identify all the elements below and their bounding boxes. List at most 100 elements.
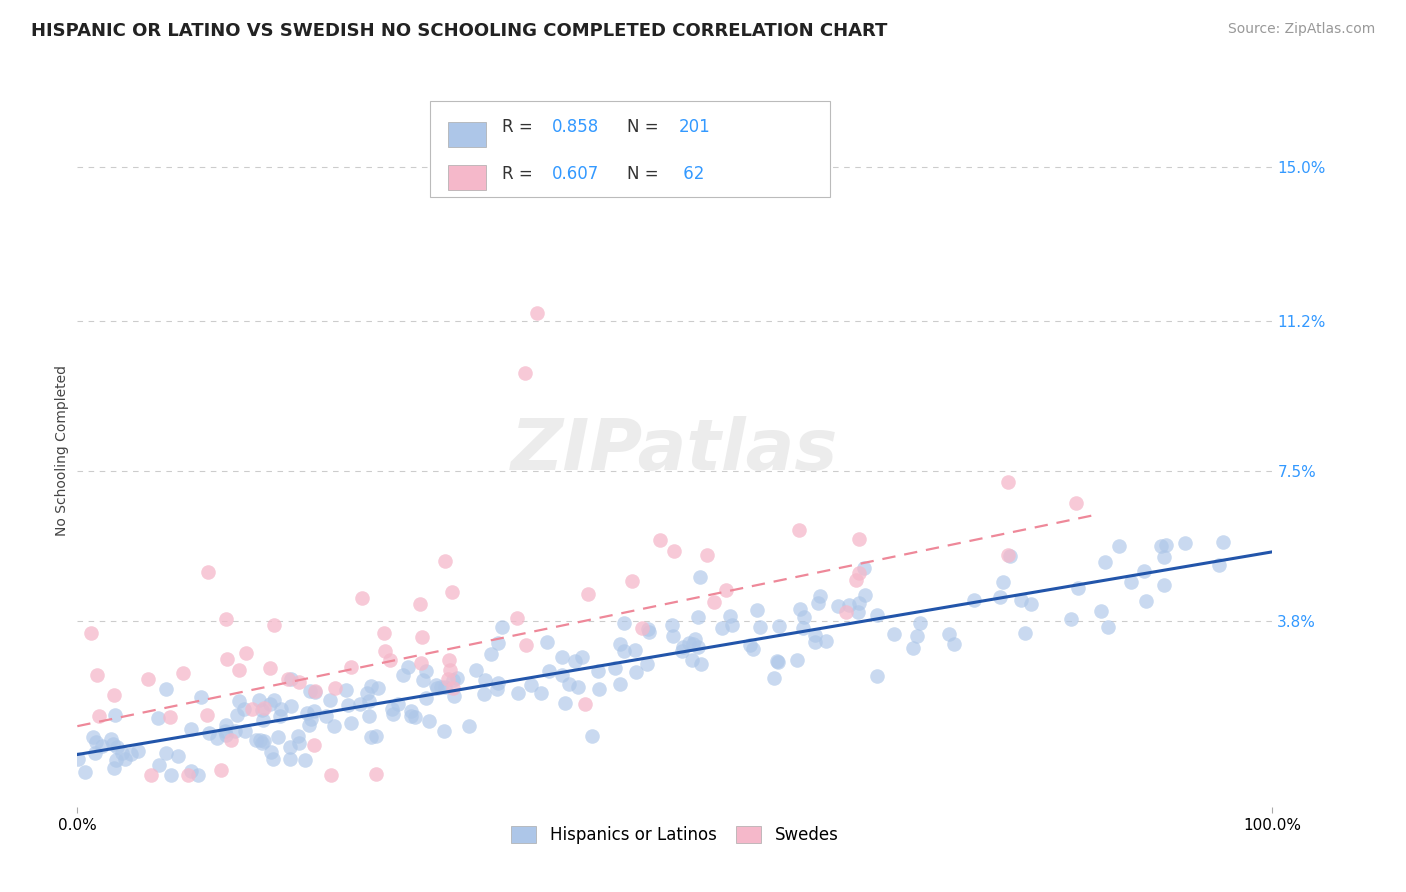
Point <box>443 689 465 703</box>
Point <box>688 640 710 654</box>
Point <box>267 730 290 744</box>
Point <box>82 731 104 745</box>
Point <box>245 732 267 747</box>
Point <box>623 643 645 657</box>
Point <box>538 664 561 678</box>
Point <box>159 709 181 723</box>
Point <box>103 688 125 702</box>
Text: R =: R = <box>502 119 537 136</box>
Point <box>792 621 814 635</box>
Point <box>299 712 322 726</box>
Point <box>298 717 321 731</box>
Point <box>745 603 768 617</box>
Point <box>197 726 219 740</box>
Text: R =: R = <box>502 165 537 183</box>
Point <box>252 713 274 727</box>
Point <box>766 655 789 669</box>
Point <box>253 734 276 748</box>
Point <box>1090 604 1112 618</box>
Point <box>73 765 96 780</box>
Point <box>262 752 284 766</box>
Bar <box>449 165 486 190</box>
Point <box>905 629 928 643</box>
Point <box>793 610 815 624</box>
Point <box>515 638 537 652</box>
Point <box>441 673 464 687</box>
Point <box>364 729 387 743</box>
Point <box>177 768 200 782</box>
Point <box>87 709 110 723</box>
Point <box>749 620 772 634</box>
Point <box>962 593 984 607</box>
Point <box>259 697 281 711</box>
Point <box>280 672 302 686</box>
Point <box>664 544 686 558</box>
Point <box>111 747 134 761</box>
Point <box>323 681 346 696</box>
Point <box>804 635 827 649</box>
Point <box>567 680 589 694</box>
Point <box>214 724 236 739</box>
Point <box>554 696 576 710</box>
Point <box>280 698 302 713</box>
Point <box>576 587 599 601</box>
Point <box>603 660 626 674</box>
Point <box>404 710 426 724</box>
Point <box>689 570 711 584</box>
Point <box>288 675 311 690</box>
Point <box>1154 538 1177 552</box>
Point <box>648 533 671 548</box>
Point <box>434 681 457 695</box>
Point <box>378 653 401 667</box>
Point <box>356 686 378 700</box>
Point <box>100 731 122 746</box>
Point <box>425 678 447 692</box>
Point <box>848 596 870 610</box>
Point <box>434 554 457 568</box>
Point <box>437 672 460 686</box>
Point <box>609 677 631 691</box>
Point <box>1150 539 1173 553</box>
Point <box>91 739 114 753</box>
Point <box>288 736 311 750</box>
Point <box>350 591 373 605</box>
Point <box>205 731 228 745</box>
Point <box>446 671 468 685</box>
Point <box>340 716 363 731</box>
Point <box>297 706 319 720</box>
Point <box>180 764 202 778</box>
Text: 201: 201 <box>679 119 710 136</box>
Point <box>883 627 905 641</box>
Point <box>491 620 513 634</box>
Point <box>609 637 631 651</box>
Point <box>827 599 849 613</box>
Point <box>636 657 658 671</box>
Point <box>437 653 460 667</box>
Point <box>804 628 827 642</box>
Point <box>412 673 434 688</box>
Point <box>155 681 177 696</box>
Point <box>1212 535 1234 549</box>
Point <box>848 566 870 580</box>
Point <box>718 609 741 624</box>
Point <box>357 708 380 723</box>
Point <box>768 619 790 633</box>
Point <box>586 664 609 678</box>
Point <box>1174 536 1197 550</box>
Text: N =: N = <box>627 165 664 183</box>
Point <box>1064 496 1087 510</box>
Point <box>1019 598 1042 612</box>
Point <box>215 729 238 743</box>
Point <box>349 697 371 711</box>
Point <box>180 722 202 736</box>
Point <box>866 669 889 683</box>
Point <box>1108 539 1130 553</box>
Point <box>1135 593 1157 607</box>
Point <box>302 704 325 718</box>
Point <box>853 561 876 575</box>
Point <box>1014 625 1036 640</box>
Point <box>411 630 433 644</box>
Point <box>323 719 346 733</box>
Point <box>714 582 737 597</box>
Point <box>613 616 636 631</box>
